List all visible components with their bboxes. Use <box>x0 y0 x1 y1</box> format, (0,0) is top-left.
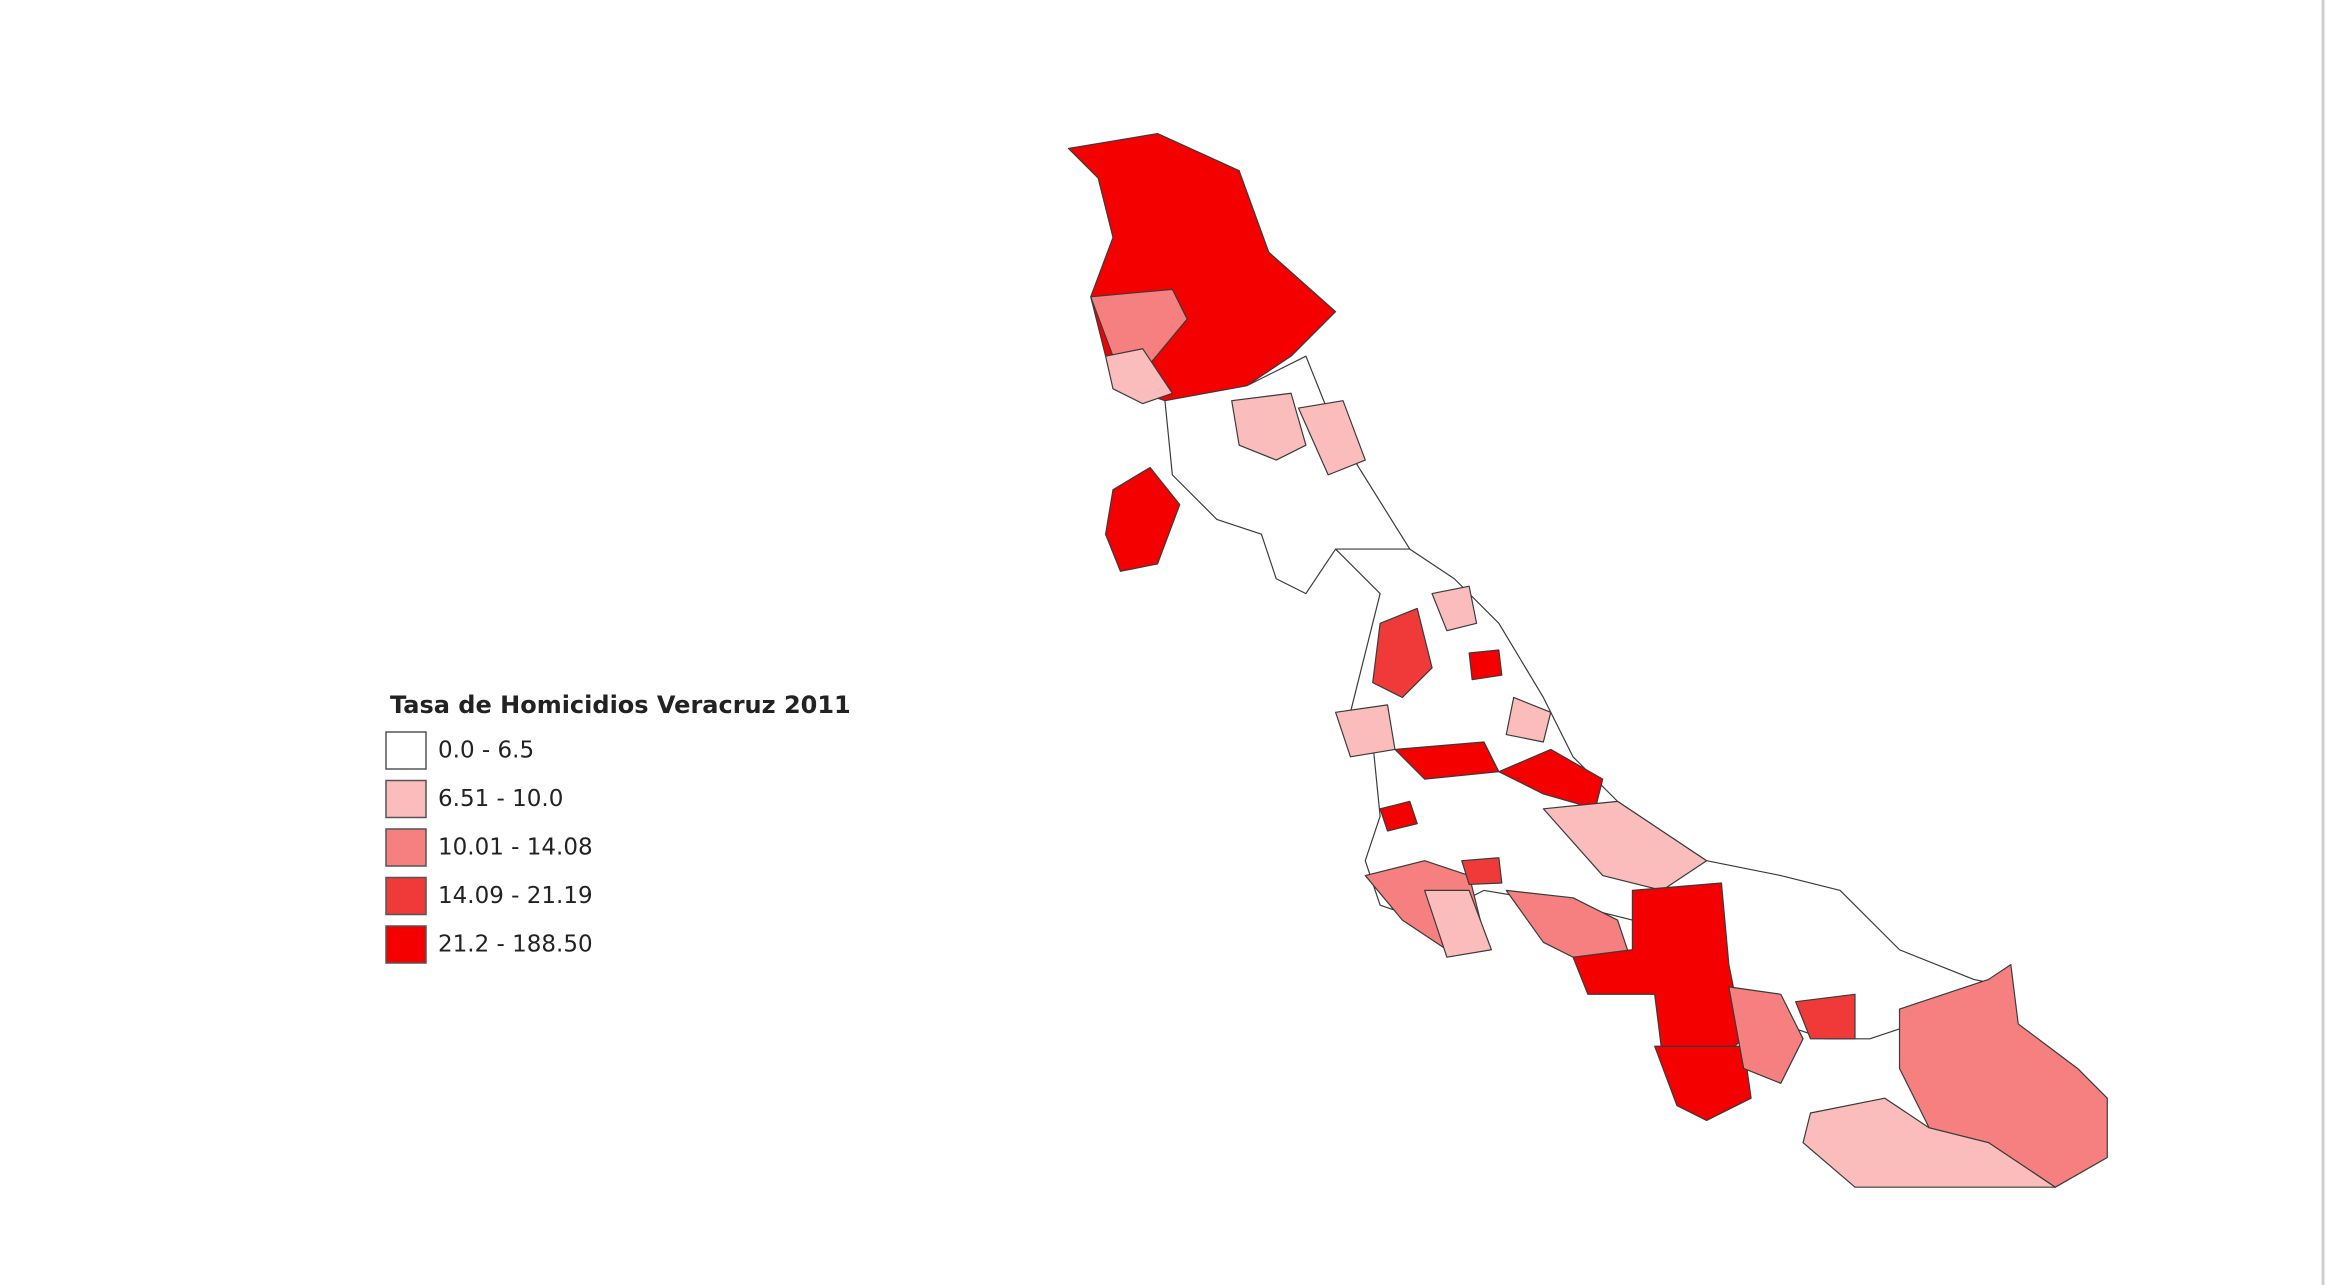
region <box>1231 392 1307 461</box>
region <box>1468 649 1503 681</box>
legend-label: 6.51 - 10.0 <box>438 786 563 812</box>
legend-swatch <box>385 876 427 916</box>
region <box>1090 288 1188 365</box>
region <box>1505 696 1552 743</box>
legend: 0.0 - 6.5 6.51 - 10.0 10.01 - 14.08 14.09 -… <box>385 731 593 964</box>
region <box>1431 585 1478 632</box>
veracruz-map <box>1067 132 2108 1188</box>
region <box>1379 800 1418 832</box>
legend-swatch <box>385 925 427 964</box>
region <box>1104 348 1173 405</box>
legend-swatch <box>385 779 427 819</box>
region <box>1542 800 1708 891</box>
region <box>1424 889 1493 958</box>
region <box>1104 466 1181 572</box>
region <box>1498 748 1604 810</box>
legend-label: 21.2 - 188.50 <box>438 932 593 958</box>
region <box>1802 1097 2056 1188</box>
region <box>1297 400 1366 476</box>
legend-swatch <box>385 731 427 770</box>
region <box>1898 964 2108 1188</box>
legend-label: 0.0 - 6.5 <box>438 738 534 764</box>
region <box>1654 1045 1752 1122</box>
legend-label: 10.01 - 14.08 <box>438 835 593 861</box>
region <box>1728 986 1804 1084</box>
legend-label: 14.09 - 21.19 <box>438 883 593 909</box>
legend-swatch <box>385 828 427 867</box>
region <box>1795 993 1856 1040</box>
region <box>1461 857 1503 886</box>
legend-title: Tasa de Homicidios Veracruz 2011 <box>390 691 851 719</box>
region <box>1372 607 1433 699</box>
